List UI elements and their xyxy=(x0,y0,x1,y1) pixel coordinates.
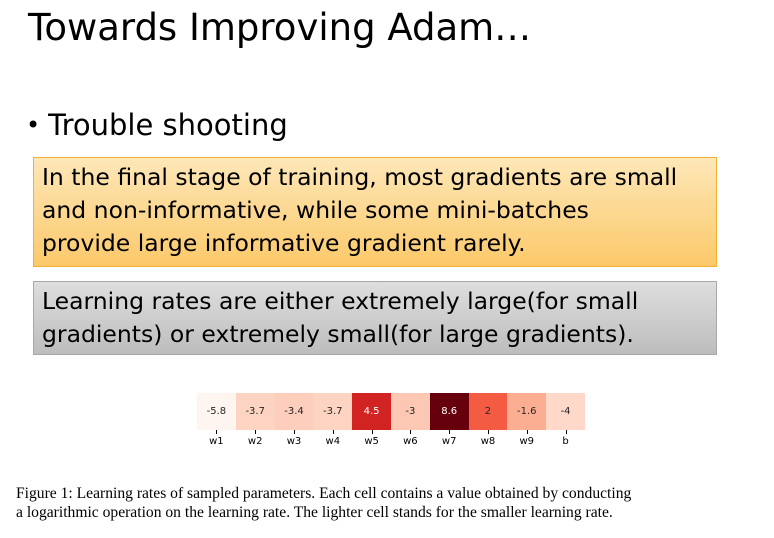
heatmap-cell-w9: -1.6 xyxy=(507,393,547,430)
orange-callout-box: In the final stage of training, most gra… xyxy=(33,157,717,267)
heatmap-cell-w5: 4.5 xyxy=(352,393,391,430)
heatmap-tick-label: w9 xyxy=(519,436,535,447)
heatmap-cell-w1: -5.8 xyxy=(197,393,236,430)
bullet-text: Trouble shooting xyxy=(48,108,288,142)
heatmap-cell-b: -4 xyxy=(546,393,585,430)
heatmap-cell-w8: 2 xyxy=(468,393,508,430)
heatmap-tick-label: w4 xyxy=(325,436,341,447)
bullet-dot-icon: • xyxy=(26,111,41,139)
heatmap-tick-label: w1 xyxy=(209,436,224,447)
heatmap-cell-w6: -3 xyxy=(390,393,430,430)
heatmap-tick-w3: w3 xyxy=(275,430,314,453)
orange-box-line-3: provide large informative gradient rarel… xyxy=(42,229,526,257)
heatmap-cell-w3: -3.4 xyxy=(274,393,314,430)
heatmap-tick-label: w7 xyxy=(441,436,457,447)
slide-title: Towards Improving Adam… xyxy=(28,6,532,49)
orange-box-line-2: and non-informative, while some mini-bat… xyxy=(42,196,589,224)
heatmap-tick-w8: w8 xyxy=(469,430,508,453)
heatmap-cell-w2: -3.7 xyxy=(235,393,275,430)
heatmap-tick-w2: w2 xyxy=(236,430,275,453)
gray-box-line-1: Learning rates are either extremely larg… xyxy=(42,287,639,315)
caption-line-1: Figure 1: Learning rates of sampled para… xyxy=(16,485,632,502)
gray-callout-box: Learning rates are either extremely larg… xyxy=(33,281,717,355)
heatmap-tick-w1: w1 xyxy=(197,430,236,453)
heatmap-tick-label: b xyxy=(562,436,569,447)
gray-box-line-2: gradients) or extremely small(for large … xyxy=(42,320,634,348)
heatmap-tick-w7: w7 xyxy=(430,430,469,453)
caption-line-2: a logarithmic operation on the learning … xyxy=(16,504,613,521)
bullet-item: • Trouble shooting xyxy=(26,107,288,145)
heatmap-tick-label: w5 xyxy=(364,436,379,447)
heatmap-tick-label: w3 xyxy=(286,436,302,447)
heatmap-tick-w6: w6 xyxy=(391,430,430,453)
heatmap-tick-w9: w9 xyxy=(507,430,546,453)
heatmap-cell-w7: 8.6 xyxy=(429,393,469,430)
heatmap-cell-w4: -3.7 xyxy=(313,393,353,430)
heatmap-tick-w5: w5 xyxy=(352,430,391,453)
heatmap-tick-label: w8 xyxy=(480,436,496,447)
heatmap-cells-row: -5.8 -3.7 -3.4 -3.7 4.5 -3 8.6 2 -1.6 -4 xyxy=(197,393,585,430)
orange-box-line-1: In the final stage of training, most gra… xyxy=(42,163,678,191)
heatmap-x-axis: w1 w2 w3 w4 w5 w6 w7 w8 w9 b xyxy=(197,430,585,453)
learning-rate-heatmap: -5.8 -3.7 -3.4 -3.7 4.5 -3 8.6 2 -1.6 -4 w1 w2 w3 w4… xyxy=(197,393,585,453)
heatmap-tick-label: w6 xyxy=(403,436,418,447)
heatmap-tick-b: b xyxy=(546,430,585,453)
heatmap-tick-w4: w4 xyxy=(313,430,352,453)
figure-caption: Figure 1: Learning rates of sampled para… xyxy=(16,484,766,522)
heatmap-tick-label: w2 xyxy=(247,436,263,447)
